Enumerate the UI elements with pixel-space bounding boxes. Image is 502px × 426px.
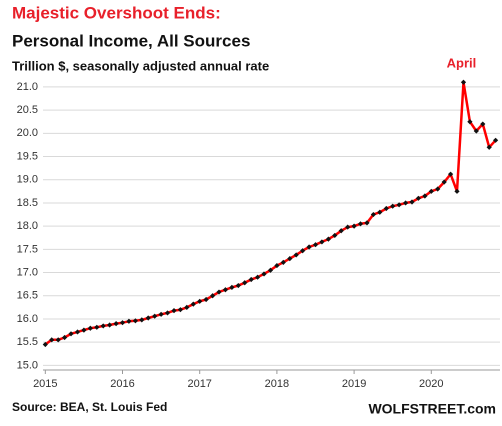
marker bbox=[312, 242, 319, 248]
marker bbox=[415, 195, 422, 201]
y-tick-label: 16.0 bbox=[17, 313, 38, 325]
marker bbox=[467, 119, 473, 125]
x-tick-label: 2020 bbox=[419, 378, 443, 390]
marker bbox=[364, 220, 370, 226]
marker bbox=[280, 259, 286, 265]
marker bbox=[184, 304, 190, 310]
marker bbox=[87, 325, 93, 331]
marker bbox=[229, 284, 235, 290]
marker bbox=[94, 324, 100, 330]
y-tick-label: 21.0 bbox=[17, 81, 38, 93]
y-tick-label: 19.5 bbox=[17, 150, 38, 162]
marker bbox=[107, 322, 113, 328]
marker bbox=[338, 228, 344, 234]
marker bbox=[325, 236, 331, 242]
annotation: April bbox=[447, 56, 477, 71]
x-tick-label: 2019 bbox=[342, 378, 366, 390]
chart-title: Majestic Overshoot Ends: bbox=[12, 3, 221, 22]
marker bbox=[203, 296, 209, 303]
marker bbox=[480, 121, 486, 127]
marker bbox=[396, 202, 402, 208]
marker bbox=[422, 193, 428, 199]
y-tick-label: 18.5 bbox=[17, 197, 38, 209]
marker bbox=[216, 289, 222, 295]
marker bbox=[145, 315, 151, 321]
marker bbox=[402, 200, 409, 206]
y-axis-label: Trillion $, seasonally adjusted annual r… bbox=[12, 58, 269, 73]
marker bbox=[164, 310, 171, 316]
marker bbox=[171, 308, 177, 314]
marker bbox=[447, 171, 454, 177]
marker bbox=[332, 232, 338, 239]
y-tick-label: 19.0 bbox=[17, 174, 38, 186]
marker bbox=[287, 256, 293, 262]
y-tick-label: 17.5 bbox=[17, 243, 38, 255]
marker bbox=[351, 223, 357, 229]
marker bbox=[319, 239, 325, 245]
y-tick-label: 18.0 bbox=[17, 220, 38, 232]
y-tick-label: 17.0 bbox=[17, 266, 38, 278]
marker bbox=[119, 320, 126, 326]
marker bbox=[139, 317, 145, 323]
marker bbox=[113, 320, 119, 327]
marker bbox=[454, 188, 460, 194]
marker bbox=[152, 313, 158, 319]
marker bbox=[132, 318, 139, 324]
line bbox=[44, 81, 497, 346]
y-tick-label: 15.5 bbox=[17, 336, 38, 348]
x-tick-label: 2016 bbox=[110, 378, 134, 390]
marker bbox=[222, 287, 229, 293]
marker bbox=[300, 248, 306, 254]
marker bbox=[435, 186, 441, 192]
y-tick-label: 20.0 bbox=[17, 127, 38, 139]
marker bbox=[242, 280, 248, 286]
marker bbox=[441, 179, 447, 185]
marker bbox=[261, 271, 267, 277]
marker bbox=[42, 341, 48, 348]
y-tick-label: 16.5 bbox=[17, 290, 38, 302]
marker bbox=[460, 79, 467, 85]
marker bbox=[81, 327, 87, 333]
source: Source: BEA, St. Louis Fed bbox=[12, 400, 167, 414]
y-tick-label: 15.0 bbox=[17, 359, 38, 371]
marker bbox=[209, 293, 216, 299]
marker bbox=[409, 199, 415, 205]
marker bbox=[390, 203, 396, 209]
marker bbox=[473, 128, 479, 134]
marker bbox=[306, 244, 312, 250]
marker bbox=[357, 221, 364, 227]
marker bbox=[126, 318, 132, 324]
marker bbox=[235, 282, 241, 289]
x-tick-label: 2018 bbox=[265, 378, 289, 390]
marker bbox=[62, 334, 68, 341]
chart-subtitle: Personal Income, All Sources bbox=[12, 31, 250, 50]
marker bbox=[428, 188, 434, 194]
marker bbox=[68, 331, 74, 337]
marker bbox=[486, 144, 492, 150]
marker bbox=[293, 252, 299, 258]
x-tick-label: 2017 bbox=[187, 378, 211, 390]
watermark: WOLFSTREET.com bbox=[368, 401, 496, 417]
marker bbox=[345, 224, 351, 230]
marker bbox=[100, 323, 106, 329]
marker bbox=[158, 311, 164, 317]
marker bbox=[248, 276, 254, 283]
marker bbox=[197, 298, 203, 304]
marker bbox=[177, 307, 184, 313]
marker bbox=[267, 267, 274, 273]
marker bbox=[383, 205, 389, 212]
y-tick-label: 20.5 bbox=[17, 104, 38, 116]
marker bbox=[190, 301, 196, 307]
marker bbox=[370, 211, 376, 218]
marker bbox=[49, 337, 55, 343]
x-tick-label: 2015 bbox=[33, 378, 57, 390]
marker bbox=[255, 274, 261, 280]
marker bbox=[377, 209, 383, 215]
marker bbox=[492, 137, 499, 143]
marker bbox=[74, 329, 81, 335]
marker bbox=[55, 337, 61, 343]
marker bbox=[274, 262, 280, 269]
